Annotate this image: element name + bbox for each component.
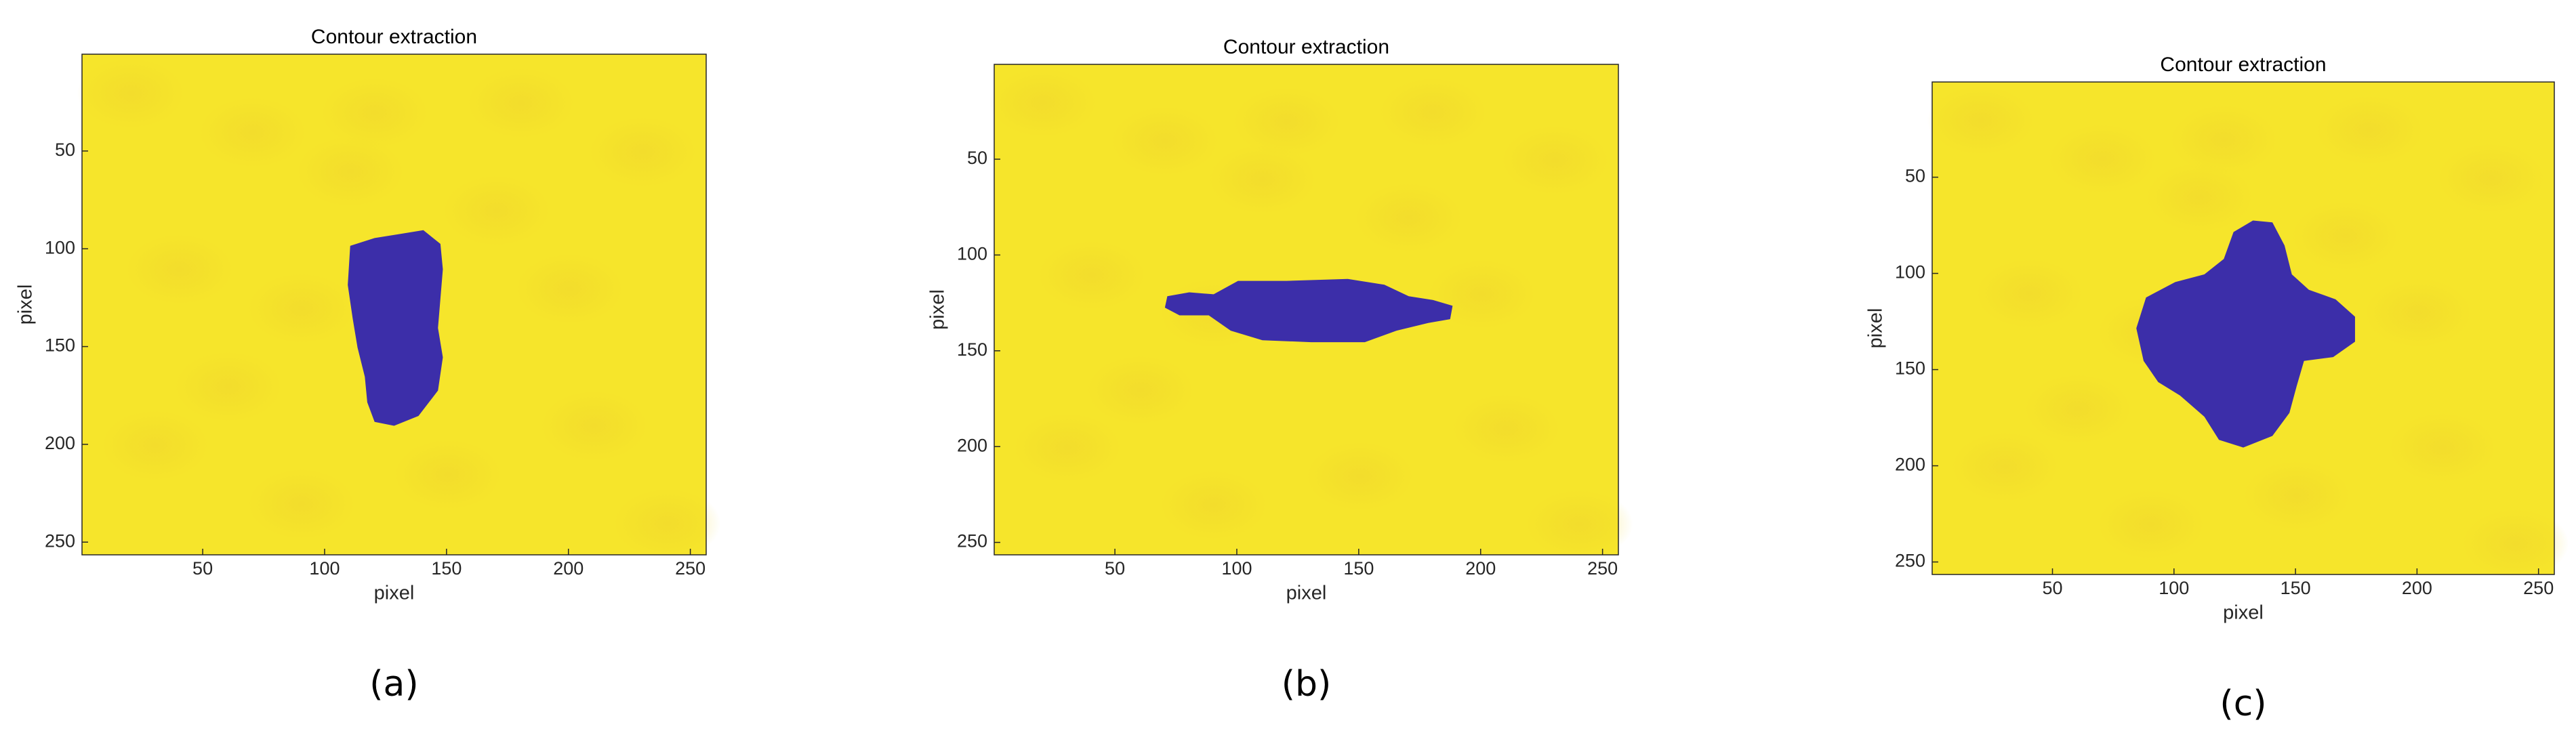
image-texture: [2243, 461, 2350, 530]
caption: (a): [369, 664, 418, 705]
x-tick-label: 200: [553, 558, 584, 579]
y-tick-label: 50: [55, 140, 75, 160]
image-texture: [1927, 85, 2035, 155]
image-texture: [2097, 490, 2205, 560]
x-axis-label: pixel: [2223, 602, 2264, 624]
image-texture: [467, 68, 575, 139]
image-texture: [101, 410, 209, 481]
x-tick-label: 250: [2523, 578, 2554, 598]
x-tick-label: 250: [1587, 558, 1618, 579]
x-tick-label: 200: [1465, 558, 1496, 579]
x-tick-label: 50: [1105, 558, 1125, 579]
x-tick-label: 200: [2402, 578, 2432, 598]
image-texture: [296, 136, 404, 207]
x-tick-label: 250: [675, 558, 706, 579]
chart-title: Contour extraction: [311, 26, 477, 48]
contour-region: [2136, 220, 2355, 448]
y-tick-label: 150: [45, 335, 75, 356]
image-texture: [1111, 106, 1219, 176]
image-texture: [443, 175, 550, 246]
image-texture: [2170, 105, 2278, 175]
x-tick-label: 150: [431, 558, 462, 579]
x-tick-label: 100: [2159, 578, 2189, 598]
y-axis-label: pixel: [15, 285, 37, 325]
image-texture: [1452, 394, 1560, 463]
image-texture: [2461, 509, 2569, 579]
image-texture: [247, 273, 355, 344]
image-texture: [394, 439, 502, 510]
y-tick-label: 200: [957, 435, 987, 455]
x-tick-label: 100: [1221, 558, 1252, 579]
image-texture: [589, 117, 697, 188]
image-texture: [1233, 87, 1341, 156]
image-texture: [516, 253, 623, 324]
y-tick-label: 150: [1895, 358, 1925, 379]
x-axis-label: pixel: [1286, 583, 1327, 604]
image-texture: [2437, 143, 2545, 213]
image-texture: [2291, 201, 2399, 271]
y-tick-label: 50: [1905, 166, 1925, 186]
y-tick-label: 150: [957, 339, 987, 360]
panel: 50 100 150 200 250 50 100 150 200 250 Contour extr…: [927, 36, 1633, 705]
image-texture: [1208, 144, 1316, 214]
y-tick-label: 200: [45, 433, 75, 453]
y-tick-label: 100: [45, 237, 75, 257]
image-texture: [199, 97, 306, 168]
caption: (b): [1282, 664, 1332, 705]
image-texture: [613, 488, 721, 559]
image-texture: [1526, 489, 1633, 559]
y-tick-label: 250: [1895, 551, 1925, 571]
y-tick-label: 100: [1895, 262, 1925, 282]
caption: (c): [2220, 684, 2266, 724]
y-tick-label: 250: [957, 531, 987, 551]
image-texture: [2146, 163, 2253, 232]
x-tick-label: 50: [2042, 578, 2062, 598]
image-texture: [1038, 240, 1146, 310]
image-texture: [1976, 259, 2083, 329]
chart-title: Contour extraction: [1223, 36, 1389, 58]
image-texture: [1306, 442, 1414, 511]
axes-box: [1931, 81, 2555, 575]
image-texture: [247, 468, 355, 539]
image-texture: [2389, 413, 2496, 482]
x-axis-label: pixel: [374, 583, 415, 604]
image-texture: [1501, 125, 1609, 195]
image-texture: [1355, 183, 1463, 253]
chart-title: Contour extraction: [2160, 54, 2326, 76]
y-axis-label: pixel: [1865, 308, 1887, 349]
panel: 50 100 150 200 250 50 100 150 200 250 Contour extr…: [15, 26, 721, 705]
contour-region: [348, 230, 443, 426]
image-texture: [321, 77, 428, 148]
x-tick-label: 100: [309, 558, 340, 579]
contour-region: [1164, 278, 1453, 343]
y-tick-label: 100: [957, 244, 987, 264]
image-texture: [2365, 278, 2472, 348]
image-texture: [1086, 355, 1195, 425]
image-texture: [2316, 95, 2424, 165]
panel: 50 100 150 200 250 50 100 150 200 250 Contour extr…: [1865, 54, 2569, 724]
image-texture: [2024, 374, 2132, 444]
image-texture: [1428, 259, 1536, 329]
y-tick-label: 200: [1895, 455, 1925, 475]
image-texture: [1379, 77, 1487, 147]
y-tick-label: 250: [45, 530, 75, 551]
x-tick-label: 150: [2281, 578, 2311, 598]
image-texture: [125, 234, 234, 305]
image-texture: [989, 68, 1097, 138]
image-texture: [1160, 470, 1267, 540]
axes-box: [994, 64, 1619, 556]
y-axis-label: pixel: [927, 289, 949, 330]
image-texture: [174, 351, 283, 422]
image-texture: [1951, 432, 2059, 502]
y-tick-label: 50: [967, 148, 987, 168]
image-texture: [1013, 413, 1122, 482]
image-texture: [77, 58, 185, 129]
axes-box: [81, 54, 707, 556]
x-tick-label: 50: [192, 558, 213, 579]
x-tick-label: 150: [1343, 558, 1374, 579]
image-texture: [2049, 124, 2156, 194]
image-texture: [540, 390, 648, 461]
